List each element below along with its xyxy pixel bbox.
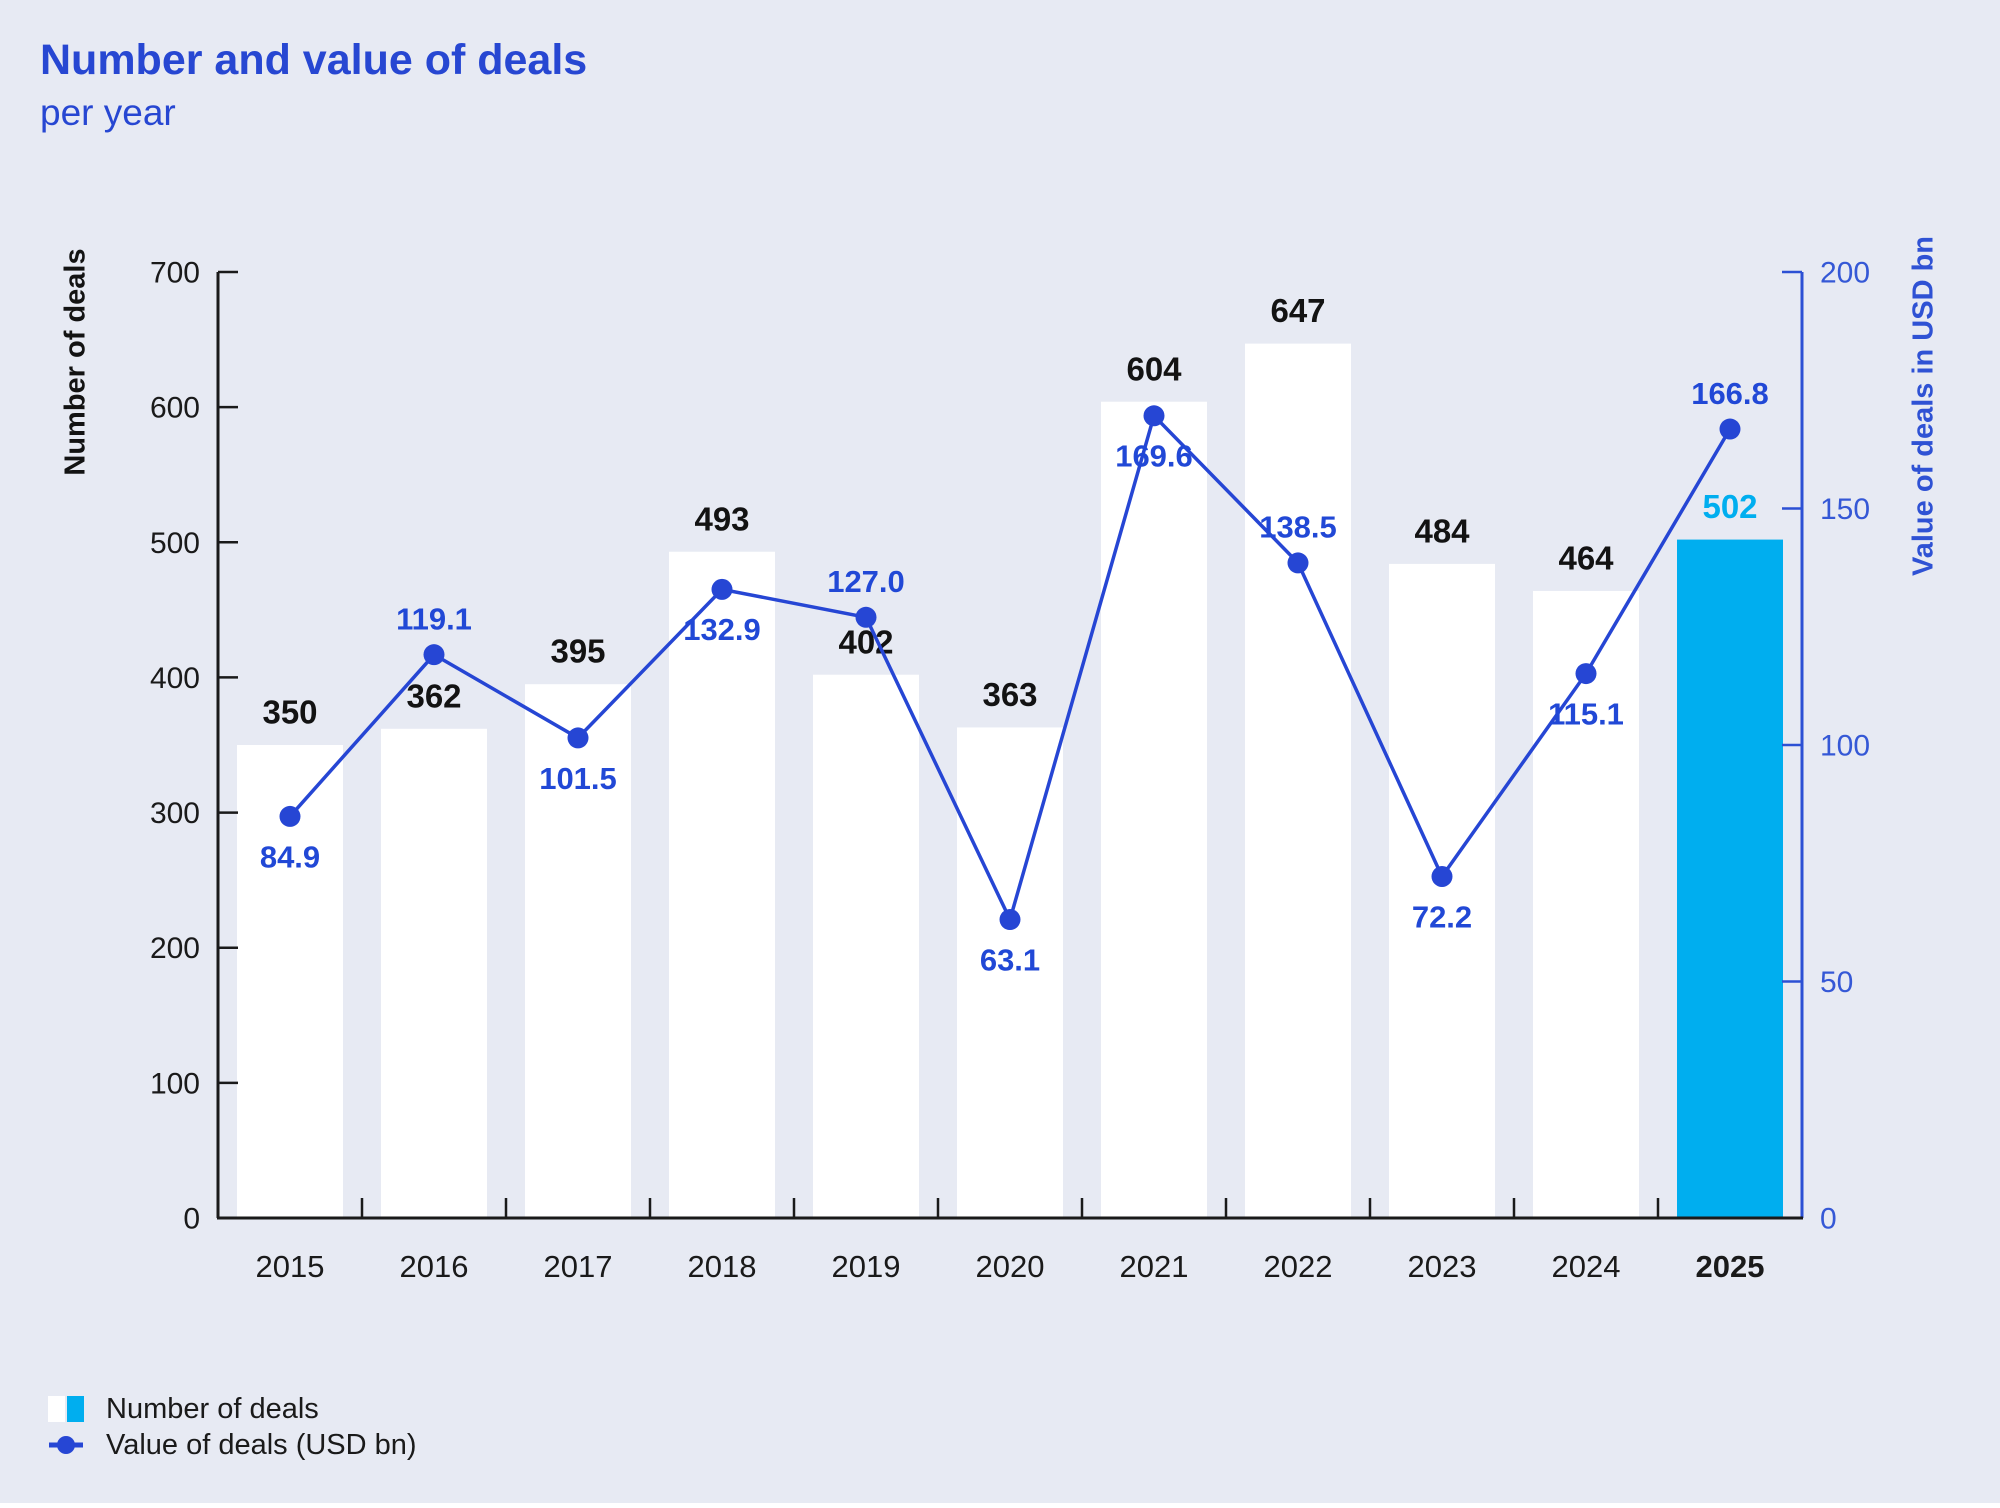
left-axis-tick-label: 400	[150, 662, 200, 695]
left-axis-tick-label: 500	[150, 527, 200, 560]
line-value-label-2025: 166.8	[1691, 376, 1769, 411]
line-point-2015	[279, 805, 301, 827]
bar-2024	[1533, 590, 1639, 1218]
page-subtitle: per year	[40, 92, 176, 133]
left-axis-tick-label: 0	[183, 1203, 200, 1236]
bar-swatch-cyan	[67, 1396, 84, 1422]
line-value-label-2016: 119.1	[396, 602, 472, 637]
right-axis-tick-label: 50	[1820, 966, 1853, 999]
line-point-2024	[1575, 663, 1597, 685]
bar-swatch	[48, 1396, 84, 1422]
line-point-2017	[567, 727, 589, 749]
right-axis-tick-label: 0	[1820, 1203, 1837, 1236]
bar-2020	[957, 727, 1063, 1218]
line-value-label-2023: 72.2	[1412, 899, 1472, 934]
bar-value-label-2020: 363	[982, 676, 1037, 713]
bar-2018	[669, 551, 775, 1218]
bar-value-label-2021: 604	[1126, 350, 1182, 387]
line-point-2019	[855, 606, 877, 628]
bar-value-label-2018: 493	[694, 500, 749, 537]
x-axis-label-2020: 2020	[976, 1249, 1045, 1284]
left-axis-tick-label: 200	[150, 932, 200, 965]
left-axis-tick-label: 100	[150, 1067, 200, 1100]
left-axis-tick-label: 300	[150, 797, 200, 830]
x-axis-label-2016: 2016	[400, 1249, 469, 1284]
line-value-label-2021: 169.6	[1115, 439, 1193, 474]
bar-2022	[1245, 343, 1351, 1218]
bar-2025	[1677, 539, 1783, 1218]
x-axis-label-2019: 2019	[832, 1249, 901, 1284]
line-value-label-2020: 63.1	[980, 942, 1040, 977]
page-title: Number and value of deals	[40, 36, 588, 84]
line-value-label-2017: 101.5	[539, 761, 617, 796]
legend-label-line: Value of deals (USD bn)	[106, 1428, 417, 1461]
legend-item-number-of-deals: Number of deals	[48, 1392, 417, 1425]
left-axis-tick-label: 600	[150, 392, 200, 425]
line-point-2025	[1719, 418, 1741, 440]
x-axis-label-2023: 2023	[1408, 1249, 1477, 1284]
bar-2016	[381, 728, 487, 1218]
line-value-label-2022: 138.5	[1259, 510, 1337, 545]
x-axis-label-2024: 2024	[1552, 1249, 1621, 1284]
x-axis-label-2021: 2021	[1120, 1249, 1189, 1284]
bar-value-label-2022: 647	[1270, 292, 1325, 329]
bar-value-label-2016: 362	[406, 677, 461, 714]
right-axis-tick-label: 100	[1820, 730, 1870, 763]
x-axis-label-2017: 2017	[544, 1249, 613, 1284]
bar-2019	[813, 674, 919, 1218]
bar-2017	[525, 684, 631, 1218]
line-point-2021	[1143, 405, 1165, 427]
right-axis-tick-label: 150	[1820, 493, 1870, 526]
x-axis-label-2025: 2025	[1696, 1249, 1765, 1284]
line-value-label-2018: 132.9	[683, 612, 761, 647]
line-point-2022	[1287, 552, 1309, 574]
x-axis-label-2018: 2018	[688, 1249, 757, 1284]
bar-value-label-2023: 484	[1414, 512, 1470, 549]
bar-value-label-2025: 502	[1702, 488, 1757, 525]
line-point-2023	[1431, 865, 1453, 887]
x-axis-label-2015: 2015	[256, 1249, 325, 1284]
bar-value-label-2015: 350	[262, 694, 317, 731]
bar-2021	[1101, 401, 1207, 1218]
line-point-2016	[423, 644, 445, 666]
line-swatch	[49, 1436, 83, 1454]
line-value-label-2015: 84.9	[260, 839, 320, 874]
line-point-2018	[711, 578, 733, 600]
line-value-label-2019: 127.0	[827, 564, 905, 599]
bar-swatch-white	[48, 1396, 65, 1422]
line-value-label-2024: 115.1	[1548, 696, 1624, 731]
legend-item-value-of-deals: Value of deals (USD bn)	[48, 1428, 417, 1461]
legend-label-bars: Number of deals	[106, 1392, 319, 1425]
bar-value-label-2017: 395	[550, 633, 605, 670]
right-axis-tick-label: 200	[1820, 257, 1870, 290]
bar-value-label-2024: 464	[1558, 539, 1614, 576]
bottom-margin-strip	[0, 1503, 2000, 1508]
line-point-2020	[999, 909, 1021, 931]
left-axis-tick-label: 700	[150, 257, 200, 290]
chart-legend: Number of deals Value of deals (USD bn)	[48, 1392, 417, 1466]
x-axis-label-2022: 2022	[1264, 1249, 1333, 1284]
bar-2023	[1389, 563, 1495, 1218]
